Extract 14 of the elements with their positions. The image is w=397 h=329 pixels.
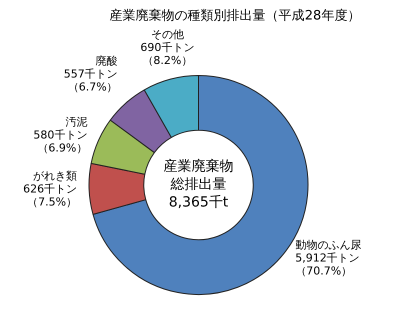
data-label: 580千トン（6.9%）: [33, 128, 88, 155]
text: 産業廃棄物: [164, 158, 234, 175]
text: 8,365千t: [168, 194, 229, 211]
text: 総排出量: [170, 176, 226, 193]
data-label: 5,912千トン（70.7%）: [295, 251, 360, 278]
slice-label: 汚泥: [65, 116, 88, 129]
data-label: 690千トン（8.2%）: [140, 40, 194, 67]
slice-label: 廃酸: [96, 54, 118, 68]
slice-label: その他: [150, 28, 184, 41]
slice-label: がれき類: [33, 169, 78, 182]
slice-label: 動物のふん尿: [295, 238, 362, 252]
chart-title: 産業廃棄物の種類別排出量（平成28年度）: [110, 7, 360, 24]
data-label: 626千トン（7.5%）: [23, 182, 78, 208]
data-label: 557千トン（6.7%）: [64, 68, 118, 94]
